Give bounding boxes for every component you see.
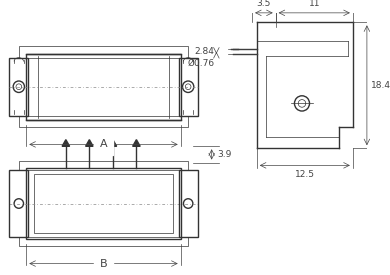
Text: 3.9: 3.9 xyxy=(217,150,232,159)
Bar xyxy=(19,46,188,58)
Bar xyxy=(34,174,173,233)
Text: A: A xyxy=(100,139,107,149)
Text: 3.5: 3.5 xyxy=(257,0,271,8)
Bar xyxy=(179,58,198,116)
Bar xyxy=(9,58,28,116)
Polygon shape xyxy=(109,140,117,146)
Text: 12.5: 12.5 xyxy=(295,170,315,179)
Text: 11: 11 xyxy=(308,0,320,8)
Text: 18.4: 18.4 xyxy=(370,81,390,90)
Bar xyxy=(27,168,181,239)
Bar xyxy=(179,170,198,237)
Bar xyxy=(27,54,181,120)
Bar xyxy=(19,237,188,246)
Polygon shape xyxy=(62,140,70,146)
Bar xyxy=(19,116,188,127)
Text: B: B xyxy=(100,258,107,269)
Bar xyxy=(19,161,188,170)
Text: 2.84: 2.84 xyxy=(195,47,215,56)
Text: Ø0.76: Ø0.76 xyxy=(187,58,214,67)
Polygon shape xyxy=(133,140,140,146)
Polygon shape xyxy=(86,140,93,146)
Bar xyxy=(9,170,28,237)
